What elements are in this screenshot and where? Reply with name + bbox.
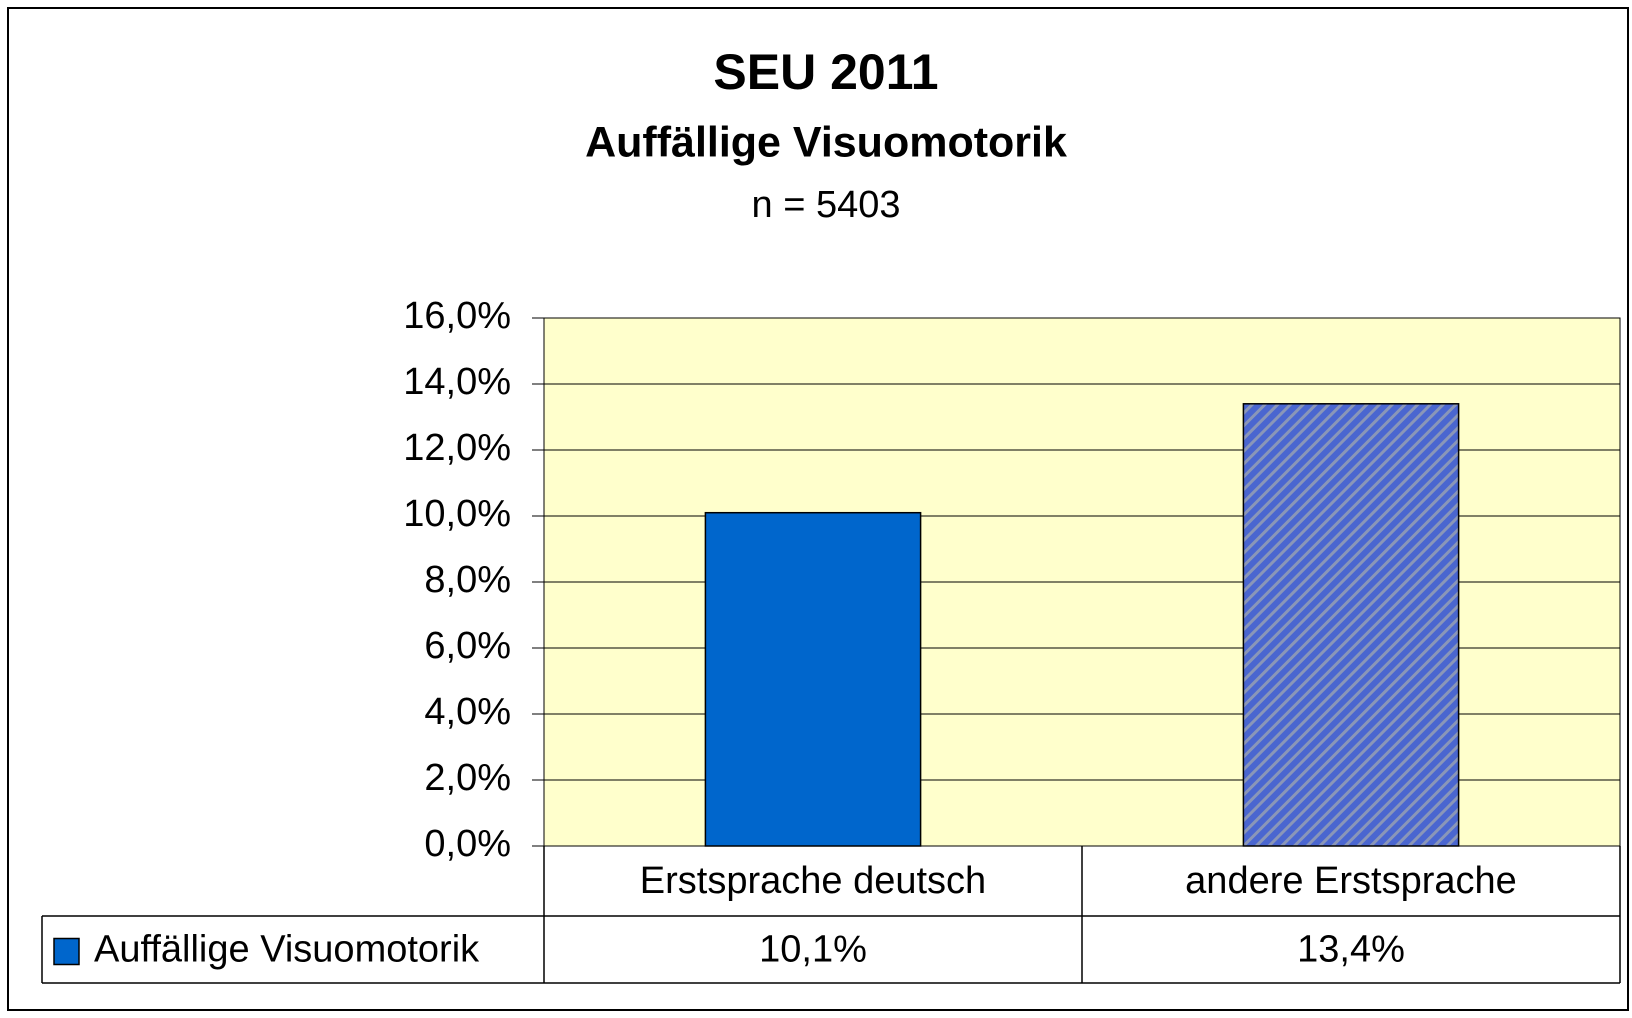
chart-title: SEU 2011 — [713, 44, 938, 100]
y-tick-label: 0,0% — [424, 823, 511, 865]
y-tick-label: 2,0% — [424, 757, 511, 799]
data-label: 10,1% — [759, 929, 867, 971]
y-tick-label: 12,0% — [403, 427, 511, 469]
y-tick-label: 8,0% — [424, 559, 511, 601]
chart-subtitle: Auffällige Visuomotorik — [585, 118, 1067, 166]
x-tick-label: Erstsprache deutsch — [640, 860, 986, 902]
legend-label: Auffällige Visuomotorik — [94, 929, 480, 971]
y-tick-label: 4,0% — [424, 691, 511, 733]
y-tick-label: 6,0% — [424, 625, 511, 667]
y-tick-label: 14,0% — [403, 361, 511, 403]
data-label: 13,4% — [1297, 929, 1405, 971]
y-tick-label: 10,0% — [403, 493, 511, 535]
legend-swatch — [53, 937, 80, 966]
bar — [1242, 403, 1460, 847]
y-tick-label: 16,0% — [403, 295, 511, 337]
annotation: n = 5403 — [752, 184, 901, 226]
x-tick-label: andere Erstsprache — [1185, 860, 1517, 902]
bar — [704, 511, 922, 847]
